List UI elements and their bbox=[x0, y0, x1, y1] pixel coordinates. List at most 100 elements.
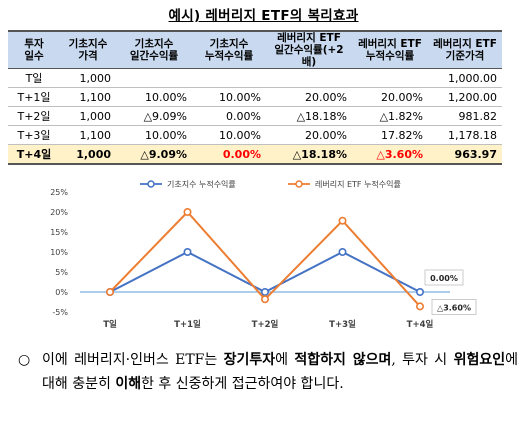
column-header-line: 누적수익률 bbox=[204, 50, 254, 62]
column-header-line: 기준가격 bbox=[445, 50, 485, 62]
column-header-line: 기초지수 bbox=[68, 38, 108, 50]
note-segment: 이에 레버리지·인버스 ETF는 bbox=[42, 352, 224, 368]
table-cell: T일 bbox=[8, 68, 60, 88]
x-tick-label: T+4일 bbox=[407, 319, 434, 330]
column-header-line: 누적수익률 bbox=[365, 50, 415, 62]
table-cell: 1,000.00 bbox=[428, 68, 502, 88]
table-cell: 1,100 bbox=[60, 87, 116, 107]
note-emphasis: 적합하지 않으며 bbox=[294, 352, 392, 368]
x-tick-label: T+2일 bbox=[252, 319, 279, 330]
table-cell: 1,100 bbox=[60, 125, 116, 145]
table-cell: △18.18% bbox=[266, 144, 352, 165]
y-tick-label: 15% bbox=[50, 228, 68, 237]
table-row: T일 1,000 1,000.00 bbox=[8, 68, 502, 88]
note-segment: 에 대해 충분히 bbox=[42, 352, 518, 392]
series-line bbox=[109, 250, 421, 294]
table-cell: 963.97 bbox=[428, 144, 502, 165]
table-cell: 10.00% bbox=[192, 125, 266, 145]
table-cell: 1,200.00 bbox=[428, 87, 502, 107]
data-point bbox=[415, 302, 424, 311]
note-emphasis: 장기투자 bbox=[223, 352, 276, 368]
data-point bbox=[183, 207, 192, 216]
note-segment: 한 후 신중하게 접근하여야 합니다. bbox=[141, 376, 344, 392]
table-cell: 1,000 bbox=[60, 144, 116, 165]
table-cell: △9.09% bbox=[116, 144, 192, 165]
table-header-row: 투자 일수 기초지수 가격 기초지수 일간수익률 기초지수 누적수익률 레버리지 ETF 일간수익… bbox=[8, 30, 502, 69]
y-tick-label: 0% bbox=[55, 288, 68, 297]
legend-marker bbox=[295, 180, 303, 188]
data-point bbox=[338, 216, 347, 225]
page-title: 예시) 레버리지 ETF의 복리효과 bbox=[168, 8, 359, 24]
note-bullet: ○ bbox=[18, 352, 31, 368]
table-cell: 20.00% bbox=[352, 87, 428, 107]
table-cell bbox=[116, 68, 192, 88]
table-cell bbox=[266, 68, 352, 88]
data-point bbox=[183, 248, 192, 257]
annotation-label: △3.60% bbox=[437, 303, 471, 312]
column-header-line: 레버리지 ETF bbox=[277, 32, 341, 44]
column-header-line: 일간수익률 bbox=[129, 50, 179, 62]
table-cell bbox=[192, 68, 266, 88]
table-cell: 0.00% bbox=[192, 106, 266, 126]
x-tick-label: T일 bbox=[103, 319, 117, 330]
table-row: T+3일 1,100 10.00% 10.00% 20.00% 17.82% 1,178.1… bbox=[8, 125, 502, 145]
data-point bbox=[338, 248, 347, 257]
table-cell: 20.00% bbox=[266, 87, 352, 107]
table-cell: 1,000 bbox=[60, 106, 116, 126]
table-cell: △1.82% bbox=[352, 106, 428, 126]
column-header: 레버리지 ETF 기준가격 bbox=[428, 30, 502, 69]
table-cell: 981.82 bbox=[428, 106, 502, 126]
data-point bbox=[106, 288, 115, 297]
x-tick-label: T+1일 bbox=[174, 319, 201, 330]
table-cell: 20.00% bbox=[266, 125, 352, 145]
column-header: 기초지수 일간수익률 bbox=[116, 30, 192, 69]
note-segment: , 투자 시 bbox=[391, 352, 454, 368]
table-cell: T+4일 bbox=[8, 144, 60, 165]
column-header: 레버리지 ETF 일간수익률(+2배) bbox=[266, 30, 352, 69]
table-cell: T+2일 bbox=[8, 106, 60, 126]
data-point bbox=[261, 288, 270, 297]
column-header-line: 기초지수 bbox=[209, 38, 249, 50]
annotation-box bbox=[431, 299, 477, 315]
column-header-line: 일간수익률(+2배) bbox=[274, 44, 344, 68]
column-header-line: 레버리지 ETF bbox=[358, 38, 422, 50]
table-row: T+2일 1,000 △9.09% 0.00% △18.18% △1.82% 981.82 bbox=[8, 106, 502, 126]
column-header-line: 일수 bbox=[24, 50, 44, 62]
column-header-line: 투자 bbox=[24, 38, 44, 50]
column-header: 투자 일수 bbox=[8, 30, 60, 69]
note-emphasis: 이해 bbox=[115, 376, 142, 392]
cumulative-return-chart: 25% 20% 15% 10% 5% 0% -5% T일 T+1일 T+2일 T+3일 T+4일 기초지… bbox=[50, 179, 477, 330]
legend-marker bbox=[147, 180, 155, 188]
table-cell: T+1일 bbox=[8, 87, 60, 107]
table-cell bbox=[352, 68, 428, 88]
column-header: 기초지수 누적수익률 bbox=[192, 30, 266, 69]
x-tick-label: T+3일 bbox=[329, 319, 356, 330]
data-point bbox=[261, 295, 270, 304]
compound-effect-table: 투자 일수 기초지수 가격 기초지수 일간수익률 기초지수 누적수익률 레버리지 ETF 일간수익… bbox=[8, 30, 502, 165]
caution-note: ○ 이에 레버리지·인버스 ETF는 장기투자에 적합하지 않으며, 투자 시 … bbox=[18, 348, 518, 396]
table-cell: △9.09% bbox=[116, 106, 192, 126]
y-tick-label: -5% bbox=[52, 308, 68, 317]
column-header-line: 기초지수 bbox=[134, 38, 174, 50]
table-cell: 0.00% bbox=[192, 144, 266, 165]
table-cell: 10.00% bbox=[116, 125, 192, 145]
y-tick-label: 20% bbox=[50, 208, 68, 217]
note-text: 이에 레버리지·인버스 ETF는 장기투자에 적합하지 않으며, 투자 시 위험… bbox=[42, 348, 518, 396]
legend-label: 기초지수 누적수익률 bbox=[167, 179, 236, 189]
annotation-box bbox=[424, 269, 464, 286]
note-segment: 에 bbox=[275, 352, 295, 368]
data-point bbox=[415, 288, 424, 297]
table-cell: 17.82% bbox=[352, 125, 428, 145]
y-tick-label: 10% bbox=[50, 248, 68, 257]
legend-label: 레버리지 ETF 누적수익률 bbox=[315, 179, 401, 189]
table-row: T+1일 1,100 10.00% 10.00% 20.00% 20.00% 1,200.0… bbox=[8, 87, 502, 107]
table-cell: △3.60% bbox=[352, 144, 428, 165]
table-cell: 10.00% bbox=[116, 87, 192, 107]
annotation-label: 0.00% bbox=[430, 274, 458, 283]
table-cell: 1,178.18 bbox=[428, 125, 502, 145]
note-emphasis: 위험요인 bbox=[453, 352, 506, 368]
table-cell: △18.18% bbox=[266, 106, 352, 126]
column-header: 기초지수 가격 bbox=[60, 30, 116, 69]
y-tick-label: 25% bbox=[50, 188, 68, 197]
table-row: T+4일 1,000 △9.09% 0.00% △18.18% △3.60% 963.97 bbox=[8, 144, 502, 165]
